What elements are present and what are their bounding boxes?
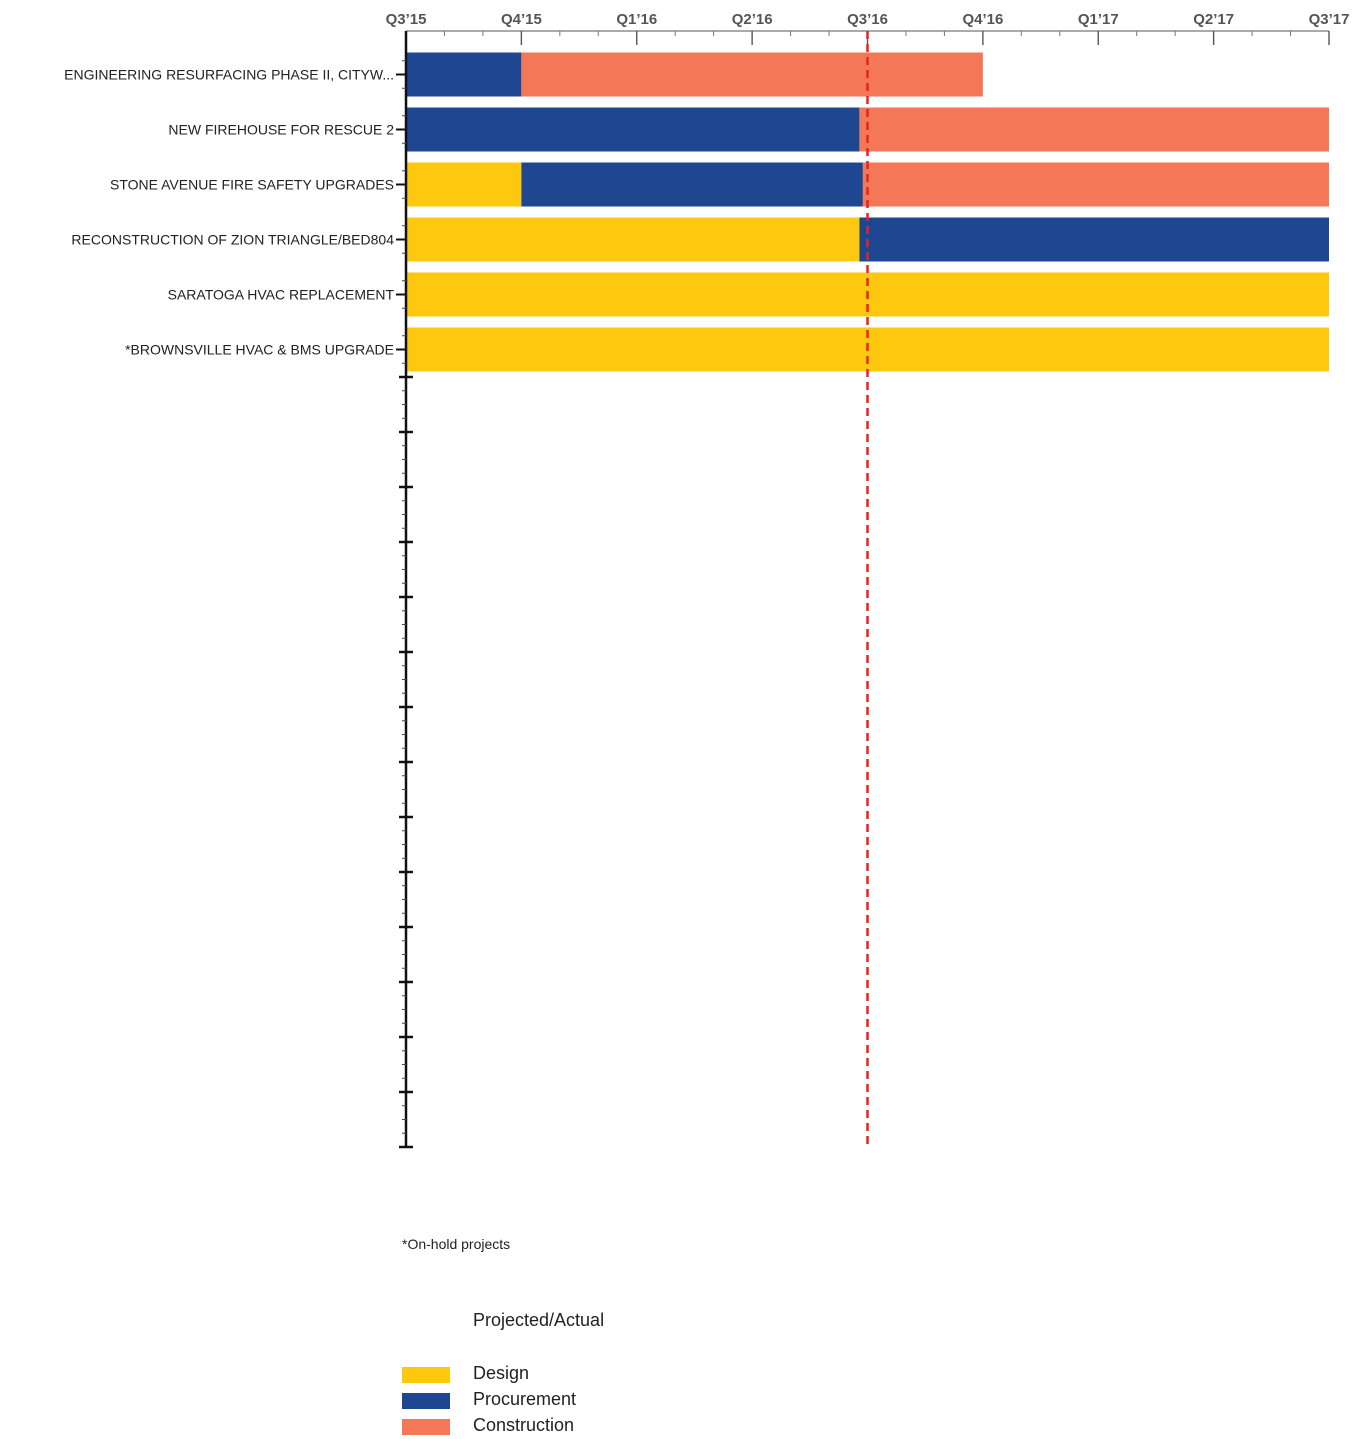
x-tick-label: Q3’17 bbox=[1309, 11, 1350, 28]
task-label: SARATOGA HVAC REPLACEMENT bbox=[168, 287, 395, 303]
x-tick-label: Q1’16 bbox=[616, 11, 657, 28]
x-tick-label: Q3’16 bbox=[847, 11, 888, 28]
bar-construction bbox=[862, 162, 1329, 207]
task-labels: ENGINEERING RESURFACING PHASE II, CITYW.… bbox=[64, 67, 394, 358]
legend-item-design: Design bbox=[402, 1363, 702, 1385]
legend-swatch-procurement bbox=[402, 1393, 450, 1409]
x-tick-label: Q4’16 bbox=[962, 11, 1003, 28]
task-label: STONE AVENUE FIRE SAFETY UPGRADES bbox=[110, 177, 394, 193]
legend-swatch-construction bbox=[402, 1419, 450, 1435]
legend-item-construction: Construction bbox=[402, 1415, 702, 1437]
task-label: *BROWNSVILLE HVAC & BMS UPGRADE bbox=[125, 342, 394, 358]
x-tick-label: Q2’16 bbox=[732, 11, 773, 28]
legend-title: Projected/Actual bbox=[473, 1310, 605, 1330]
y-axis bbox=[396, 31, 413, 1149]
task-label: ENGINEERING RESURFACING PHASE II, CITYW.… bbox=[64, 67, 394, 83]
bar-procurement bbox=[521, 162, 863, 207]
bar-design bbox=[406, 217, 860, 262]
bar-procurement bbox=[406, 107, 860, 152]
footnote: *On-hold projects bbox=[402, 1236, 511, 1252]
x-tick-label: Q4’15 bbox=[501, 11, 542, 28]
bar-construction bbox=[521, 52, 983, 97]
legend-label-design: Design bbox=[473, 1363, 530, 1383]
bar-procurement bbox=[859, 217, 1329, 262]
x-axis: Q3’15 Q4’15 Q1’16 Q2’16 Q3’16 Q4’16 Q1’17 Q2’17… bbox=[386, 11, 1350, 45]
x-tick-label: Q3’15 bbox=[386, 11, 427, 28]
legend-swatch-design bbox=[402, 1367, 450, 1383]
legend-label-construction: Construction bbox=[473, 1415, 575, 1435]
bar-construction bbox=[859, 107, 1329, 152]
legend-label-procurement: Procurement bbox=[473, 1389, 577, 1409]
task-label: NEW FIREHOUSE FOR RESCUE 2 bbox=[168, 122, 394, 138]
gantt-chart: Q3’15 Q4’15 Q1’16 Q2’16 Q3’16 Q4’16 Q1’17 Q2’17… bbox=[64, 11, 1350, 1149]
legend-item-procurement: Procurement bbox=[402, 1389, 702, 1411]
task-label: RECONSTRUCTION OF ZION TRIANGLE/BED804 bbox=[71, 232, 394, 248]
bar-design bbox=[406, 162, 522, 207]
x-tick-label: Q1’17 bbox=[1078, 11, 1119, 28]
x-tick-label: Q2’17 bbox=[1193, 11, 1234, 28]
bar-procurement bbox=[406, 52, 522, 97]
